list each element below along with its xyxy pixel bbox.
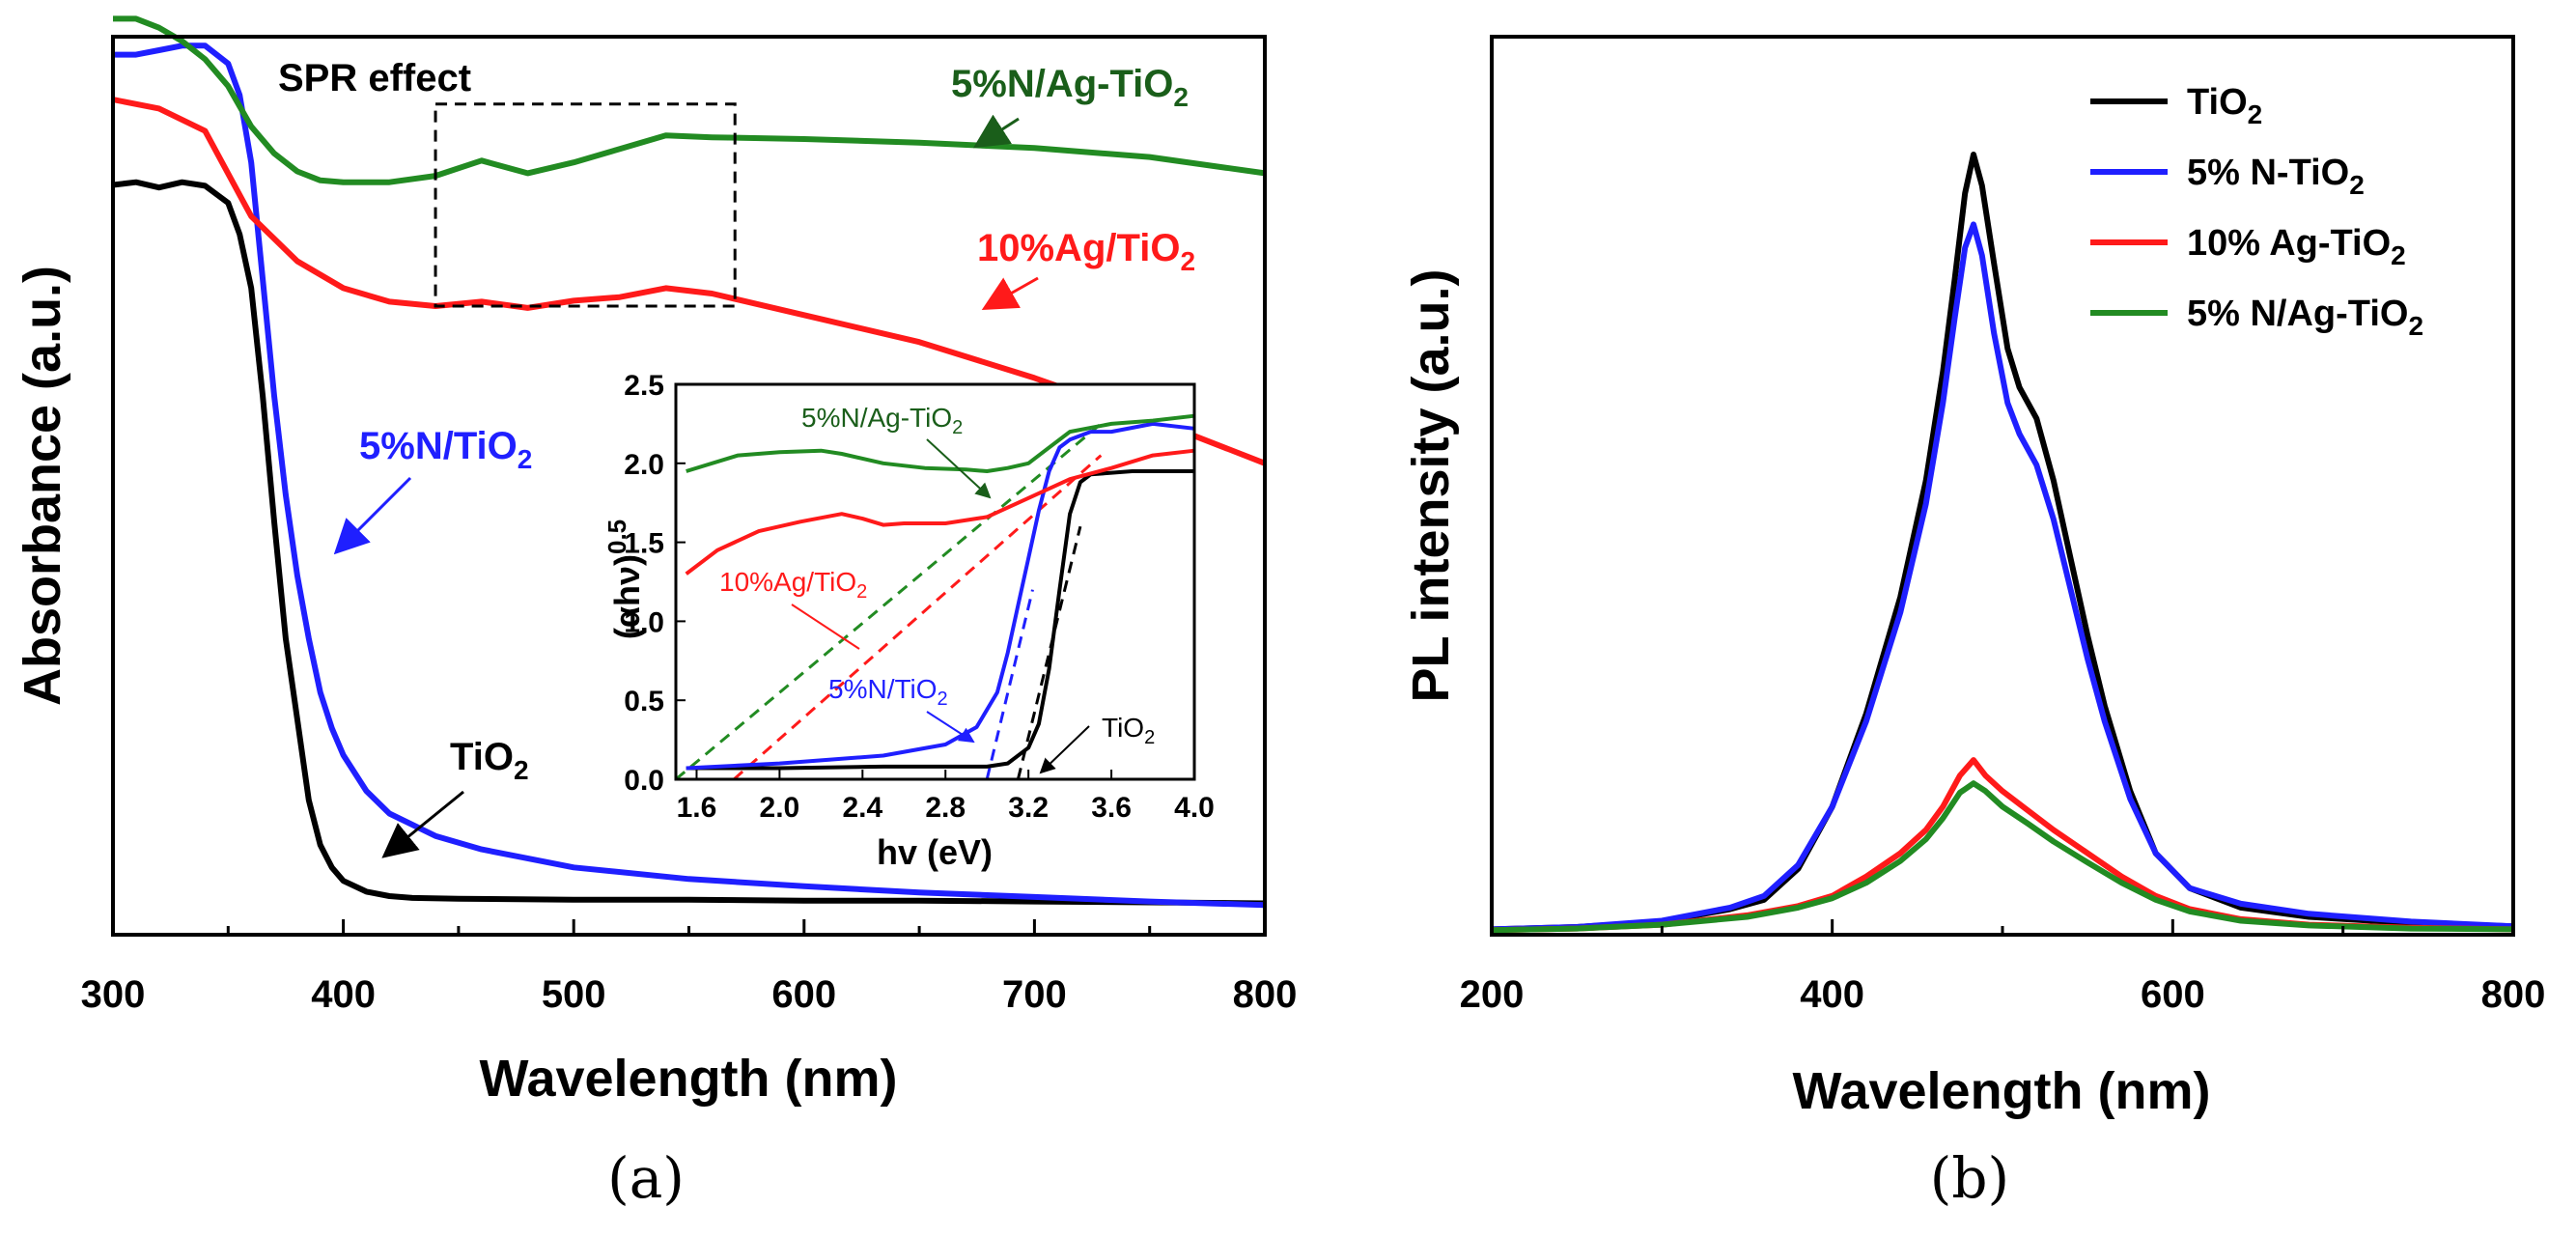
inset-label-5n-ag-tio2: 5%N/Ag-TiO2 (801, 403, 963, 438)
inset-line-5pctn-tio2 (686, 421, 1195, 771)
inset-arrow-5n-ag-tio2 (926, 438, 992, 499)
legend-label-tio2: TiO2 (2187, 82, 2262, 129)
inset-y-tick-label: 1.5 (624, 528, 664, 560)
inset-arrow-5n-tio2 (926, 711, 975, 744)
series-line-10pctag-tio2 (112, 97, 1267, 466)
panel-a-y-axis-title: Absorbance (a.u.) (14, 266, 71, 706)
inset-arrow-tio2 (1039, 725, 1090, 774)
panel-b-x-axis-title: Wavelength (nm) (1792, 1062, 2210, 1120)
x-tick-label: 800 (1233, 973, 1298, 1016)
label-10ag-tio2: 10%Ag/TiO2 (977, 227, 1195, 276)
inset-y-tick-label: 0.0 (624, 765, 664, 797)
legend-label-5pct-n-tio2: 5% N-TiO2 (2187, 153, 2365, 200)
x-tick-label: 300 (81, 973, 146, 1016)
panel-b-caption: (b) (1930, 1145, 2009, 1211)
arrow-tio2 (381, 790, 464, 858)
inset-y-tick-label: 1.0 (624, 606, 664, 638)
inset-series-group (675, 413, 1195, 781)
inset-label-10ag-tio2: 10%Ag/TiO2 (719, 567, 867, 603)
series-line-5pct-n-ag-tio2 (1491, 780, 2514, 934)
x-tick-label: 700 (1002, 973, 1067, 1016)
inset-y-axis-title: (αhν)0.5 (602, 520, 647, 639)
series-line-tio2 (112, 179, 1266, 907)
panel-b-pl-chart: 200 400 600 800 TiO2 5% N-TiO2 10% Ag-TiO2 5% … (1402, 35, 2546, 1211)
inset-x-tick-label: 4.0 (1174, 792, 1215, 824)
inset-axes: 1.6 2.0 2.4 2.8 3.2 3.6 4.0 0.0 0.5 1.0 1.5 2.0 2.5 (624, 370, 1215, 824)
inset-x-tick-label: 1.6 (677, 792, 717, 824)
x-tick-label: 600 (2141, 973, 2205, 1016)
arrow-10ag-tio2 (981, 276, 1039, 310)
inset-x-axis-title: hv (eV) (877, 832, 993, 872)
inset-y-tick-label: 0.5 (624, 686, 664, 717)
inset-x-tick-label: 3.6 (1091, 792, 1132, 824)
inset-arrow-10ag-tio2 (791, 604, 860, 650)
inset-label-tio2: TiO2 (1102, 713, 1155, 748)
x-tick-label: 400 (311, 973, 376, 1016)
inset-y-tick-label: 2.5 (624, 370, 664, 402)
panel-b-legend: TiO2 5% N-TiO2 10% Ag-TiO2 5% N/Ag-TiO2 (2090, 82, 2423, 341)
inset-line-5pctn-ag-tio2 (686, 413, 1195, 473)
legend-label-5pct-n-ag-tio2: 5% N/Ag-TiO2 (2187, 294, 2423, 341)
panel-a-absorbance-chart: SPR effect 5%N/Ag-TiO2 10%Ag/TiO2 5%N/Ti… (14, 15, 1298, 1211)
inset-x-tick-label: 2.0 (760, 792, 800, 824)
panel-a-series-group (112, 15, 1267, 909)
series-line-5pctn-tio2 (113, 42, 1266, 909)
panel-a-x-axis: 300 400 500 600 700 800 (81, 919, 1298, 1016)
panel-a-x-axis-title: Wavelength (nm) (479, 1050, 897, 1108)
panel-b-series-group (1491, 152, 2514, 934)
inset-line-10pctag-tio2 (685, 448, 1195, 576)
arrow-5n-tio2 (333, 476, 412, 555)
series-line-10pct-ag-tio2 (1491, 757, 2514, 934)
inset-x-tick-label: 2.8 (925, 792, 966, 824)
inset-y-tick-label: 2.0 (624, 449, 664, 481)
label-tio2: TiO2 (450, 736, 529, 785)
panel-b-x-axis: 200 400 600 800 (1460, 919, 2546, 1016)
inset-plot-frame (674, 382, 1196, 781)
panel-a-inset-chart: 5%N/Ag-TiO2 10%Ag/TiO2 5%N/TiO2 TiO2 1.6… (602, 370, 1215, 872)
x-tick-label: 200 (1460, 973, 1525, 1016)
x-tick-label: 400 (1800, 973, 1864, 1016)
x-tick-label: 800 (2481, 973, 2546, 1016)
inset-label-5n-tio2: 5%N/TiO2 (828, 674, 948, 710)
spr-effect-label: SPR effect (278, 57, 471, 99)
x-tick-label: 500 (542, 973, 606, 1016)
inset-x-tick-label: 3.2 (1008, 792, 1049, 824)
inset-x-tick-label: 2.4 (842, 792, 882, 824)
legend-label-10pct-ag-tio2: 10% Ag-TiO2 (2187, 223, 2406, 270)
inset-tangent-5pctn-tio2 (985, 589, 1034, 780)
series-line-5pctn-ag-tio2 (113, 15, 1266, 185)
label-5n-ag-tio2: 5%N/Ag-TiO2 (951, 63, 1189, 112)
inset-tangent-tio2 (1016, 525, 1082, 780)
inset-tangent-5pctn-ag-tio2 (675, 422, 1103, 781)
label-5n-tio2: 5%N/TiO2 (359, 425, 532, 474)
series-line-tio2 (1491, 152, 2514, 933)
inset-background (676, 384, 1194, 779)
series-line-5pct-n-tio2 (1491, 221, 2514, 933)
x-tick-label: 600 (771, 973, 836, 1016)
arrow-5n-ag-tio2 (972, 114, 1020, 149)
panel-b-y-axis-title: PL intensity (a.u.) (1402, 268, 1460, 702)
panel-a-caption: (a) (607, 1145, 685, 1211)
